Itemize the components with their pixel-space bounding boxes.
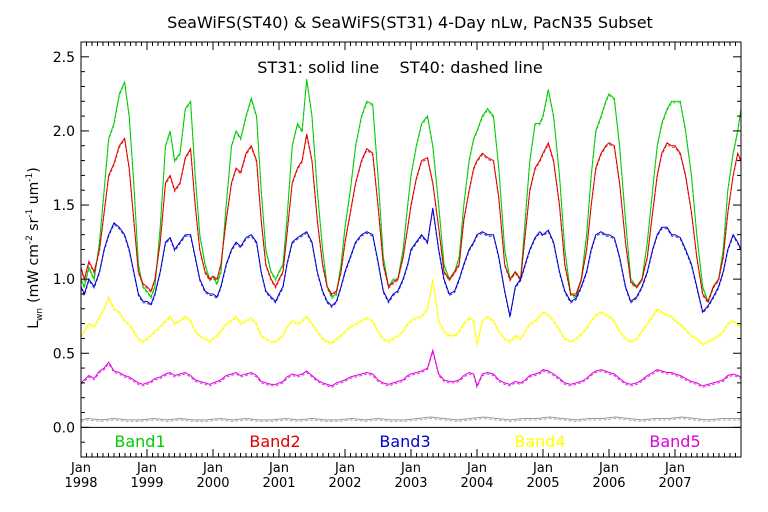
y-tick-label: 2.0 xyxy=(53,124,75,140)
y-tick-label: 1.5 xyxy=(53,198,75,214)
y-axis-label: Lwn(mW cm-2 sr-1 um-1) xyxy=(25,167,45,329)
x-tick-year-label: 2001 xyxy=(262,476,295,491)
x-tick-month-label: Jan xyxy=(598,461,619,476)
band2-dashed-line xyxy=(80,135,742,304)
band1-solid-line xyxy=(80,79,742,303)
band4-dashed-line xyxy=(80,280,742,347)
x-tick-year-label: 2000 xyxy=(196,476,229,491)
y-label-sup3: -1 xyxy=(25,173,35,182)
y-tick-label: 0.0 xyxy=(53,420,75,436)
y-label-sup1: -2 xyxy=(25,235,35,244)
x-tick-year-label: 2002 xyxy=(328,476,361,491)
series-6-dashed-line xyxy=(80,417,741,422)
band1-dashed-line xyxy=(80,80,742,305)
y-label-mid1: sr xyxy=(26,217,42,235)
x-tick-month-label: Jan xyxy=(532,461,553,476)
x-tick-year-label: 1999 xyxy=(130,476,163,491)
x-tick-year-label: 2005 xyxy=(526,476,559,491)
y-label-main: L xyxy=(26,321,42,329)
band5-dashed-line xyxy=(80,349,742,389)
x-tick-month-label: Jan xyxy=(136,461,157,476)
y-label-sup2: -1 xyxy=(25,209,35,218)
band3-dashed-line xyxy=(80,209,742,318)
x-tick-year-label: 2006 xyxy=(592,476,625,491)
chart-annotation: ST31: solid line ST40: dashed line xyxy=(257,58,542,77)
legend: Band1 Band2 Band3 Band4 Band5 xyxy=(114,432,700,451)
x-tick-month-label: Jan xyxy=(400,461,421,476)
series-6-solid-line xyxy=(80,416,741,421)
x-tick-month-label: Jan xyxy=(664,461,685,476)
band4-solid-line xyxy=(80,279,742,346)
plot-area xyxy=(80,79,742,428)
x-tick-year-label: 2003 xyxy=(394,476,427,491)
x-tick-month-label: Jan xyxy=(466,461,487,476)
band5-solid-line xyxy=(80,348,742,388)
y-tick-label: 0.5 xyxy=(53,346,75,362)
legend-band3: Band3 xyxy=(379,432,430,451)
x-tick-month-label: Jan xyxy=(334,461,355,476)
x-tick-year-label: 2004 xyxy=(460,476,493,491)
x-tick-year-label: 1998 xyxy=(64,476,97,491)
legend-band1: Band1 xyxy=(114,432,165,451)
y-label-end: ) xyxy=(26,167,42,172)
y-tick-label: 2.5 xyxy=(53,50,75,66)
y-label-mid2: um xyxy=(26,182,42,209)
legend-band2: Band2 xyxy=(249,432,300,451)
y-label-sub: wn xyxy=(35,308,45,321)
x-tick-year-label: 2007 xyxy=(658,476,691,491)
x-tick-month-label: Jan xyxy=(202,461,223,476)
band3-solid-line xyxy=(80,207,742,317)
y-tick-label: 1.0 xyxy=(53,272,75,288)
chart-title: SeaWiFS(ST40) & SeaWiFS(ST31) 4-Day nLw,… xyxy=(167,13,653,32)
legend-band4: Band4 xyxy=(514,432,565,451)
legend-band5: Band5 xyxy=(649,432,700,451)
y-axis: 0.0 0.5 1.0 1.5 2.0 2.5 xyxy=(53,50,741,443)
x-axis: Jan1998Jan1999Jan2000Jan2001Jan2002Jan20… xyxy=(64,42,736,491)
x-tick-month-label: Jan xyxy=(268,461,289,476)
x-tick-month-label: Jan xyxy=(70,461,91,476)
y-label-units: (mW cm xyxy=(26,244,42,303)
